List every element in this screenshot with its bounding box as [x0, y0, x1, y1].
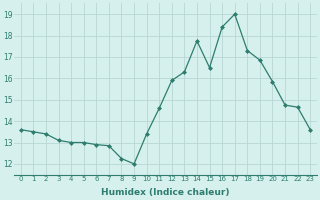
- X-axis label: Humidex (Indice chaleur): Humidex (Indice chaleur): [101, 188, 230, 197]
